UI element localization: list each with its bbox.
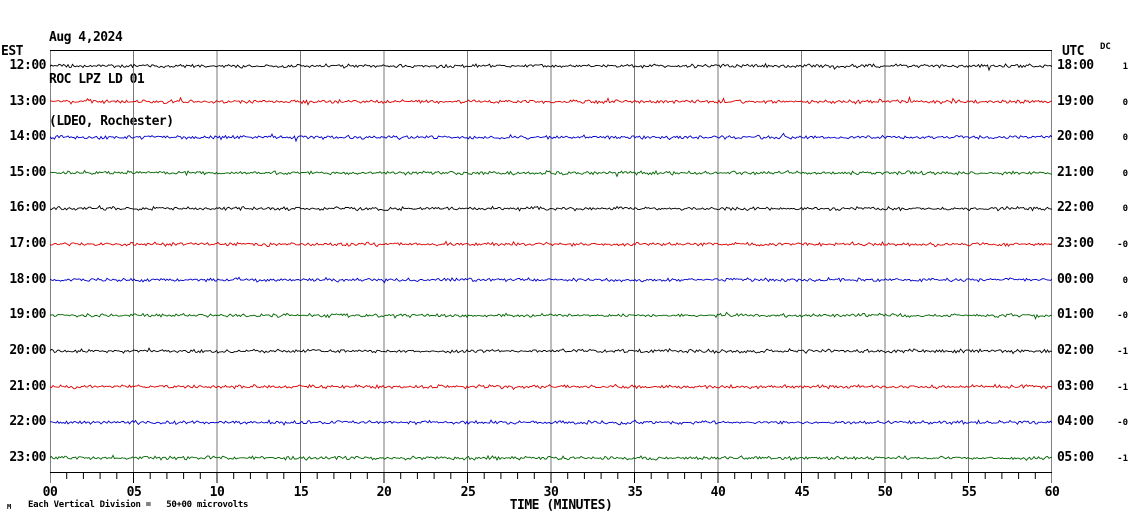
dc-value: 0	[1122, 276, 1128, 286]
x-tick-label: 25	[460, 485, 476, 500]
dc-value: 1	[1122, 62, 1128, 72]
est-axis-label: EST	[1, 44, 23, 59]
date-title: Aug 4,2024	[49, 30, 123, 45]
utc-time-label: 01:00	[1057, 307, 1094, 322]
division-scale-note: Each Vertical Division = 50+00 microvolt…	[28, 500, 249, 510]
utc-axis-label: UTC	[1062, 44, 1084, 59]
utc-time-label: 19:00	[1057, 94, 1094, 109]
x-tick-label: 40	[710, 485, 726, 500]
observatory-title: (LDEO, Rochester)	[49, 114, 174, 129]
est-time-label: 17:00	[9, 236, 46, 251]
x-tick-label: 45	[794, 485, 810, 500]
utc-time-label: 23:00	[1057, 236, 1094, 251]
x-tick-label: 55	[961, 485, 977, 500]
dc-column-label: DC	[1100, 42, 1111, 52]
utc-time-label: 22:00	[1057, 200, 1094, 215]
dc-value: -0	[1117, 240, 1128, 250]
x-tick-label: 30	[543, 485, 559, 500]
x-tick-label: 05	[126, 485, 142, 500]
est-time-label: 21:00	[9, 379, 46, 394]
est-time-label: 20:00	[9, 343, 46, 358]
utc-time-label: 00:00	[1057, 272, 1094, 287]
utc-time-label: 04:00	[1057, 414, 1094, 429]
time-axis-label: TIME (MINUTES)	[509, 498, 613, 513]
dc-value: -0	[1117, 311, 1128, 321]
dc-value: -1	[1117, 383, 1128, 393]
est-time-label: 18:00	[9, 272, 46, 287]
x-tick-label: 50	[877, 485, 893, 500]
corner-glyph: M	[7, 503, 12, 511]
dc-value: -1	[1117, 454, 1128, 464]
dc-value: 0	[1122, 204, 1128, 214]
x-tick-label: 35	[627, 485, 643, 500]
est-time-label: 13:00	[9, 94, 46, 109]
utc-time-label: 18:00	[1057, 58, 1094, 73]
utc-time-label: 05:00	[1057, 450, 1094, 465]
seismogram-plot	[50, 50, 1052, 483]
x-tick-label: 20	[376, 485, 392, 500]
utc-time-label: 03:00	[1057, 379, 1094, 394]
x-tick-label: 15	[293, 485, 309, 500]
dc-value: -0	[1117, 418, 1128, 428]
x-tick-label: 60	[1044, 485, 1060, 500]
dc-value: 0	[1122, 98, 1128, 108]
x-tick-label: 10	[209, 485, 225, 500]
dc-value: 0	[1122, 133, 1128, 143]
est-time-label: 22:00	[9, 414, 46, 429]
utc-time-label: 20:00	[1057, 129, 1094, 144]
utc-time-label: 02:00	[1057, 343, 1094, 358]
est-time-label: 12:00	[9, 58, 46, 73]
est-time-label: 15:00	[9, 165, 46, 180]
header: Aug 4,2024 ROC LPZ LD 01 (LDEO, Rocheste…	[49, 3, 174, 157]
est-time-label: 14:00	[9, 129, 46, 144]
dc-value: -1	[1117, 347, 1128, 357]
dc-value: 0	[1122, 169, 1128, 179]
est-time-label: 19:00	[9, 307, 46, 322]
utc-time-label: 21:00	[1057, 165, 1094, 180]
est-time-label: 16:00	[9, 200, 46, 215]
x-tick-label: 00	[42, 485, 58, 500]
est-time-label: 23:00	[9, 450, 46, 465]
